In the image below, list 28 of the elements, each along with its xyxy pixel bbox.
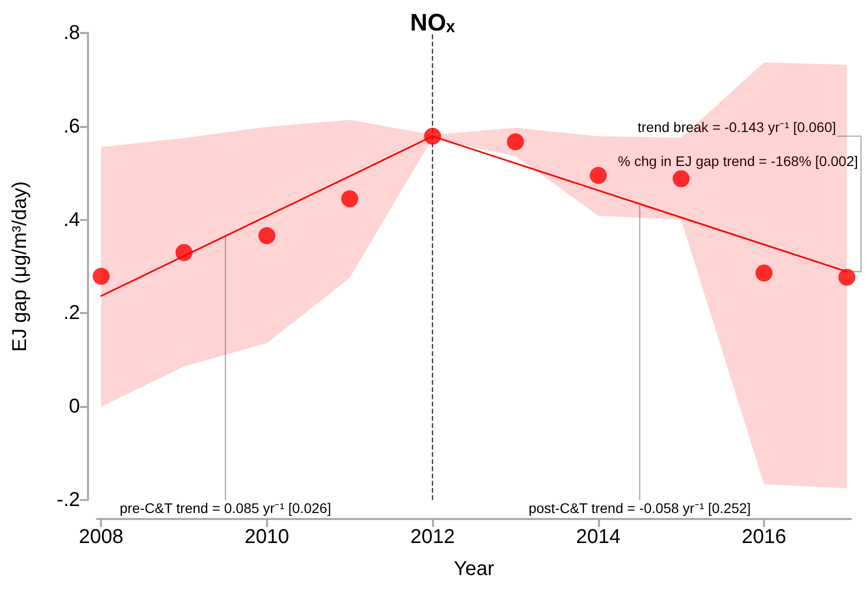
annotation: trend break = -0.143 yr⁻¹ [0.060] <box>638 119 836 136</box>
y-tick-label: 0 <box>68 396 80 418</box>
y-tick-label: .2 <box>63 302 80 324</box>
y-tick-label: .6 <box>63 115 80 138</box>
point <box>838 268 856 286</box>
y-tick-label: .4 <box>63 208 80 231</box>
y-tick-label: .8 <box>63 22 80 44</box>
point <box>258 227 276 244</box>
point <box>176 244 192 261</box>
annotation: post-C&T trend = -0.058 yr⁻¹ [0.252] <box>528 500 751 516</box>
annotation: % chg in EJ gap trend = -168% [0.002] <box>618 153 858 170</box>
x-tick-label: 2008 <box>78 526 124 548</box>
point <box>424 128 442 145</box>
chart-title: NOₓ <box>410 10 456 36</box>
point <box>92 268 110 285</box>
x-tick-label: 2014 <box>576 526 621 548</box>
annotation: pre-C&T trend = 0.085 yr⁻¹ [0.026] <box>120 500 332 516</box>
point <box>756 264 772 282</box>
y-tick-label: -.2 <box>56 489 80 511</box>
x-tick-label: 2012 <box>410 526 455 548</box>
point <box>672 170 690 188</box>
x-tick-label: 2016 <box>742 526 786 548</box>
point <box>506 133 524 150</box>
y-axis-title: EJ gap (μg/m³/day) <box>9 181 31 352</box>
point <box>590 166 607 184</box>
x-axis-title: Year <box>454 558 495 580</box>
x-tick-label: 2010 <box>244 526 290 548</box>
point <box>341 190 358 208</box>
